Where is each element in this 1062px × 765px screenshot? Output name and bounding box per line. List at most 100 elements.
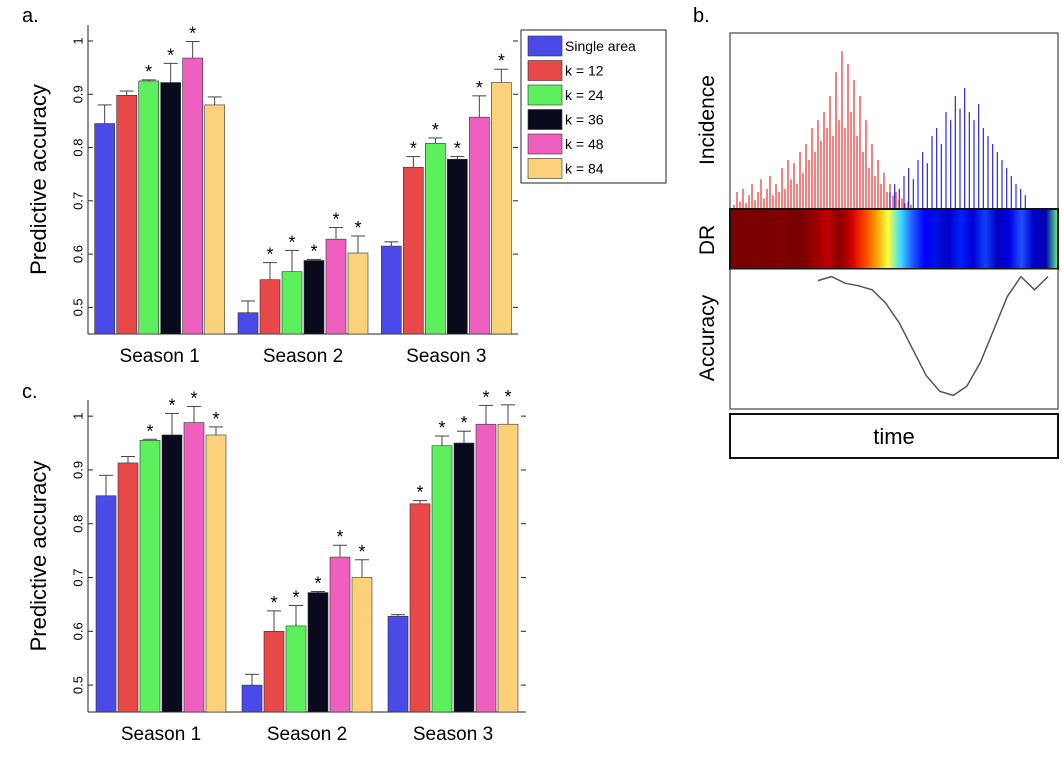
y-tick-label: 0.9 — [70, 461, 85, 479]
time-axis-box — [729, 413, 1059, 459]
significance-marker: * — [270, 593, 277, 613]
y-tick-label: 0.7 — [70, 568, 85, 586]
significance-marker: * — [288, 232, 295, 252]
bar-chart-a: 0.5 0.6 0.7 0.8 0.9 1 Predictive accuracy Seaso… — [26, 24, 518, 367]
bar — [453, 442, 475, 713]
significance-marker: * — [454, 139, 461, 159]
x-tick-label: Season 1 — [121, 724, 201, 745]
significance-marker: * — [332, 209, 339, 229]
significance-marker: * — [504, 387, 511, 407]
bar — [138, 80, 159, 335]
bar — [325, 238, 347, 335]
significance-marker: * — [145, 62, 152, 82]
significance-marker: * — [476, 78, 483, 98]
legend-swatch — [527, 133, 563, 155]
legend-entry: k = 84 — [565, 161, 604, 177]
x-tick-label: Season 2 — [267, 724, 347, 745]
legend: Single area k = 12 k = 24 k = 36 k = 48 k = 8… — [520, 29, 667, 184]
accuracy-line — [817, 275, 1049, 397]
significance-marker: * — [190, 388, 197, 408]
y-axis-label: Predictive accuracy — [26, 461, 51, 652]
x-tick-label: Season 2 — [263, 346, 343, 367]
bar — [259, 279, 281, 335]
significance-marker: * — [416, 483, 423, 503]
significance-marker: * — [168, 395, 175, 415]
bar — [182, 57, 203, 335]
bar — [409, 503, 431, 713]
y-tick-label: 1 — [70, 37, 85, 44]
legend-entry: k = 12 — [565, 63, 604, 79]
bar — [241, 684, 263, 713]
bar — [351, 577, 373, 713]
legend-entry: k = 48 — [565, 136, 604, 152]
bar — [431, 445, 453, 713]
bar — [281, 271, 303, 335]
y-tick-label: 0.8 — [70, 515, 85, 533]
bar — [116, 95, 137, 335]
legend-swatch — [527, 158, 563, 179]
bar — [263, 631, 285, 713]
legend-swatch — [527, 109, 563, 130]
significance-marker: * — [498, 51, 505, 71]
bar — [117, 462, 139, 713]
significance-marker: * — [438, 418, 445, 438]
bar — [403, 166, 424, 335]
significance-marker: * — [432, 120, 439, 140]
x-tick-label: Season 1 — [120, 346, 200, 367]
y-tick-label: 0.5 — [70, 298, 85, 316]
bar — [307, 592, 329, 713]
significance-marker: * — [314, 574, 321, 594]
dr-heat-strip — [729, 208, 1059, 270]
bar — [387, 615, 409, 713]
bar — [237, 312, 259, 335]
significance-marker: * — [167, 45, 174, 65]
panel-label-a: a. — [22, 5, 39, 27]
bar — [204, 104, 225, 335]
y-tick-label: 0.5 — [70, 676, 85, 694]
bar — [139, 440, 161, 713]
bar — [329, 556, 351, 713]
bar — [497, 423, 519, 713]
y-tick-label: 0.7 — [70, 192, 85, 210]
y-tick-label: 1 — [70, 413, 85, 420]
y-axis-label: Predictive accuracy — [26, 84, 51, 275]
panel-label-c: c. — [22, 381, 38, 403]
bar — [425, 142, 446, 335]
bar — [161, 434, 183, 713]
significance-marker: * — [410, 139, 417, 159]
bar — [347, 252, 369, 335]
track-label: Incidence — [696, 75, 719, 165]
track-label: Accuracy — [696, 294, 719, 381]
legend-entry: k = 36 — [565, 112, 604, 128]
legend-entry: Single area — [565, 38, 636, 54]
y-tick-label: 0.8 — [70, 138, 85, 156]
incidence-track — [729, 32, 1059, 210]
significance-marker: * — [292, 587, 299, 607]
legend-swatch — [527, 35, 563, 57]
bar — [94, 123, 115, 335]
legend-swatch — [527, 84, 563, 106]
bar — [475, 423, 497, 713]
bar — [447, 158, 468, 335]
accuracy-track — [729, 268, 1059, 410]
bar — [205, 434, 227, 713]
timeseries-panel-b: time Incidence DR Accuracy — [696, 32, 1059, 459]
significance-marker: * — [266, 245, 273, 265]
x-tick-label: Season 3 — [406, 346, 486, 367]
significance-marker: * — [336, 527, 343, 547]
x-tick-label: Season 3 — [413, 724, 493, 745]
significance-marker: * — [310, 241, 317, 261]
bar — [183, 422, 205, 713]
significance-marker: * — [212, 409, 219, 429]
legend-entry: k = 24 — [565, 87, 604, 103]
y-tick-label: 0.6 — [70, 622, 85, 640]
significance-marker: * — [146, 421, 153, 441]
bar-chart-c: 0.5 0.6 0.7 0.8 0.9 1 Predictive accuracy Seaso… — [26, 387, 526, 745]
track-label: DR — [696, 225, 719, 255]
panel-label-b: b. — [693, 5, 710, 27]
bar — [303, 260, 325, 335]
bar — [469, 116, 490, 335]
bar — [491, 82, 512, 335]
bar — [381, 245, 402, 335]
